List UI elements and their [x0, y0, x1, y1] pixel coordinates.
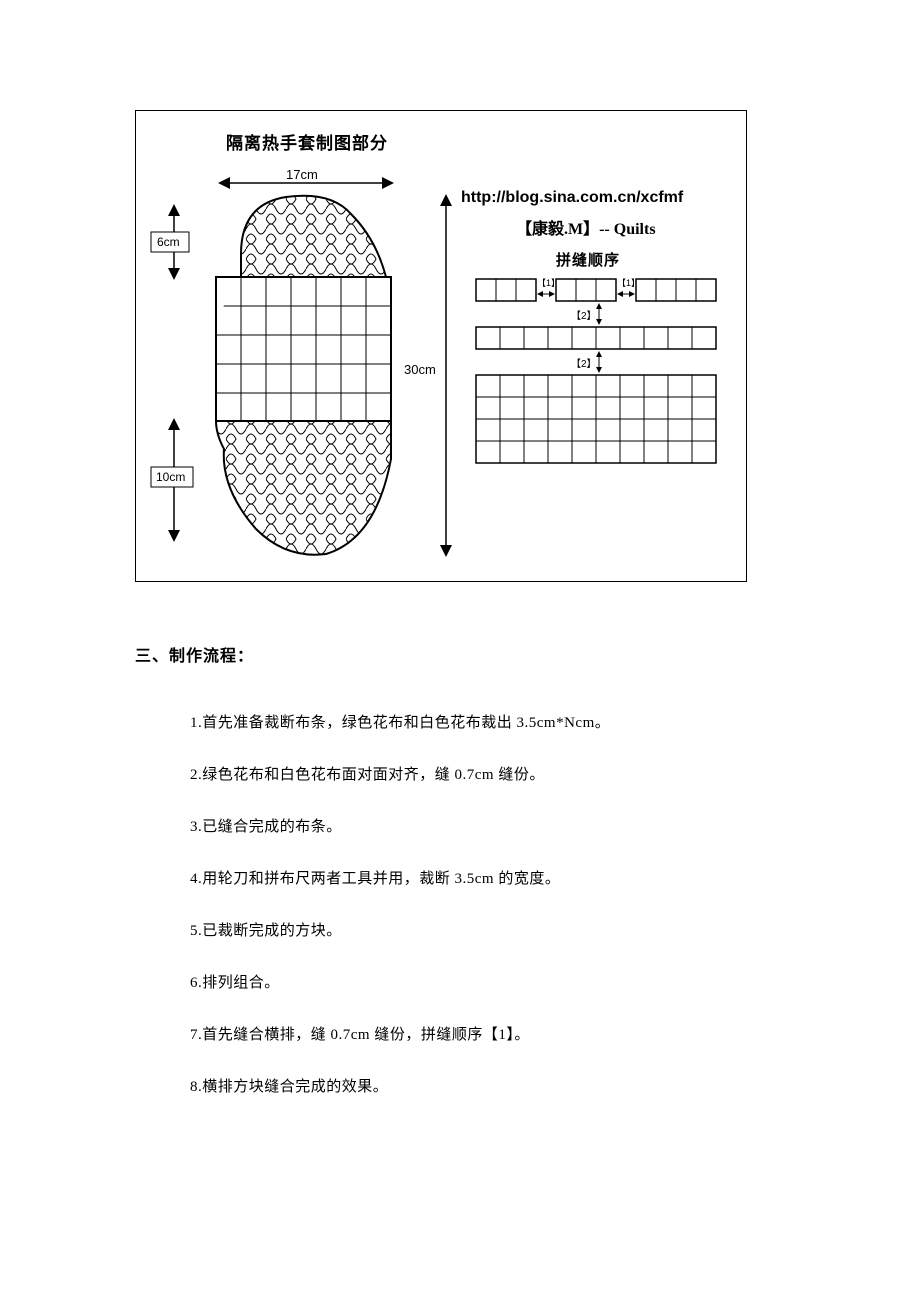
step-item: 8.横排方块缝合完成的效果。 — [190, 1075, 785, 1096]
step-item: 6.排列组合。 — [190, 971, 785, 992]
step-item: 3.已缝合完成的布条。 — [190, 815, 785, 836]
diagram-title: 隔离热手套制图部分 — [226, 129, 388, 154]
top-label: 6cm — [157, 235, 180, 249]
diagram-container: 隔离热手套制图部分 http://blog.sina.com.cn/xcfmf … — [135, 110, 747, 582]
sequence-title: 拼缝顺序 — [556, 249, 620, 270]
step-item: 4.用轮刀和拼布尺两者工具并用，裁断 3.5cm 的宽度。 — [190, 867, 785, 888]
svg-text:【1】: 【1】 — [617, 278, 640, 288]
step-item: 1.首先准备裁断布条，绿色花布和白色花布裁出 3.5cm*Ncm。 — [190, 711, 785, 732]
seq-step2b: 【2】 — [571, 358, 597, 370]
height-label: 30cm — [404, 362, 436, 377]
mitten-grid — [216, 277, 391, 421]
sequence-diagram: 【1】 【1】 【2】 【2】 — [471, 269, 731, 489]
section-heading: 三、制作流程： — [135, 642, 785, 666]
bottom-label: 10cm — [156, 470, 185, 484]
seq-step2a: 【2】 — [571, 310, 597, 322]
step-item: 7.首先缝合横排，缝 0.7cm 缝份，拼缝顺序【1】。 — [190, 1023, 785, 1044]
steps-list: 1.首先准备裁断布条，绿色花布和白色花布裁出 3.5cm*Ncm。 2.绿色花布… — [135, 711, 785, 1096]
step-item: 2.绿色花布和白色花布面对面对齐，缝 0.7cm 缝份。 — [190, 763, 785, 784]
mitten-diagram: 17cm 6cm 10cm 30cm — [146, 159, 456, 569]
seq-grid — [476, 375, 716, 463]
seq-row-2 — [476, 327, 716, 349]
diagram-author: 【康毅.M】-- Quilts — [516, 215, 656, 239]
seq-row-1: 【1】 【1】 — [476, 278, 716, 301]
width-label: 17cm — [286, 167, 318, 182]
svg-text:【1】: 【1】 — [537, 278, 560, 288]
step-item: 5.已裁断完成的方块。 — [190, 919, 785, 940]
diagram-url: http://blog.sina.com.cn/xcfmf — [461, 189, 683, 207]
